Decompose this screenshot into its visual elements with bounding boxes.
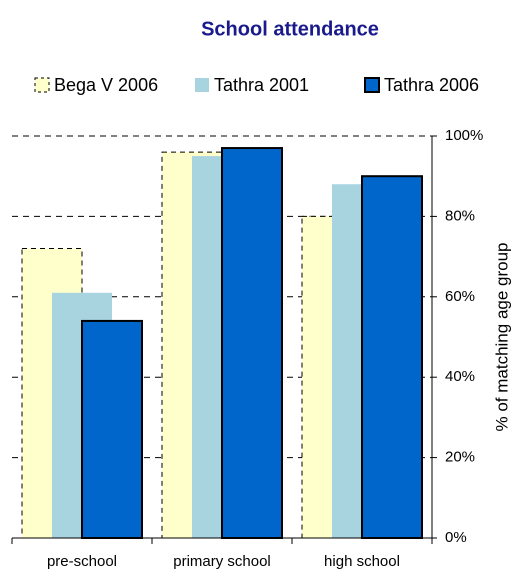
legend-swatch xyxy=(364,77,380,93)
y-tick-label: 20% xyxy=(445,449,475,466)
x-tick-label: high school xyxy=(324,553,400,570)
y-tick-label: 0% xyxy=(445,529,467,546)
y-tick-label: 80% xyxy=(445,207,475,224)
legend-label: Tathra 2001 xyxy=(214,75,309,95)
legend-label: Bega V 2006 xyxy=(54,75,158,95)
y-tick-label: 100% xyxy=(445,127,483,144)
legend-swatch xyxy=(195,78,209,92)
chart-title: School attendance xyxy=(201,18,379,40)
y-axis-label: % of matching age group xyxy=(492,242,511,431)
legend-swatch xyxy=(34,77,50,93)
legend-label: Tathra 2006 xyxy=(384,75,479,95)
y-tick-label: 40% xyxy=(445,368,475,385)
bar xyxy=(221,147,283,539)
bar xyxy=(81,319,143,540)
x-tick-label: primary school xyxy=(173,553,271,570)
bar xyxy=(361,175,423,539)
y-tick-label: 60% xyxy=(445,288,475,305)
x-tick-label: pre-school xyxy=(47,553,117,570)
